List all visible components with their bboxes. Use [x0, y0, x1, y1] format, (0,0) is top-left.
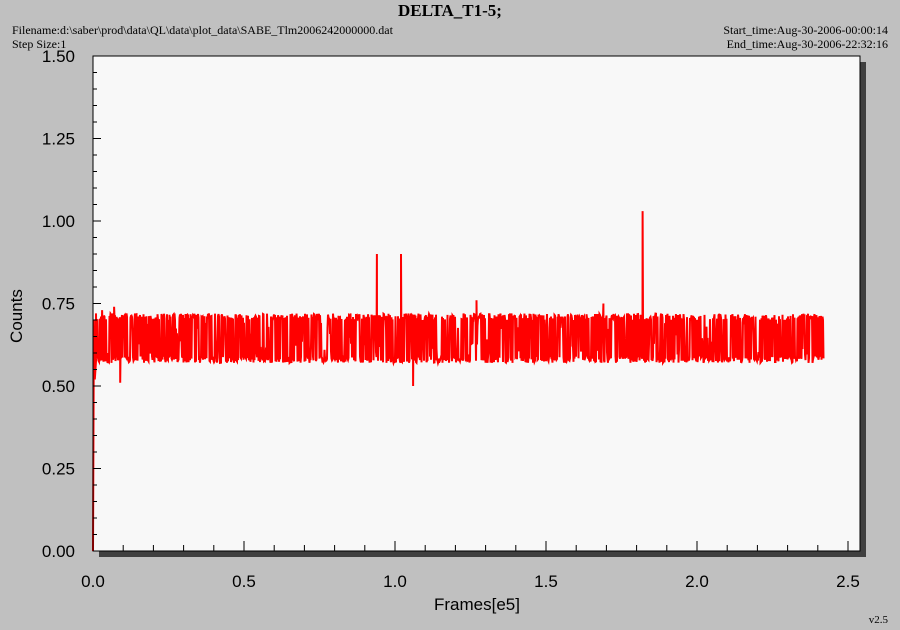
x-tick-label: 2.0	[685, 572, 709, 591]
y-tick-label: 1.50	[42, 47, 75, 66]
step-size-label: Step Size:1	[12, 37, 67, 51]
y-tick-label: 1.00	[42, 212, 75, 231]
y-tick-label: 0.50	[42, 377, 75, 396]
filename-label: Filename:d:\saber\prod\data\QL\data\plot…	[12, 23, 393, 37]
x-tick-label: 0.5	[232, 572, 256, 591]
x-tick-label: 0.0	[81, 572, 105, 591]
series-layer	[92, 211, 825, 552]
y-tick-label: 0.75	[42, 295, 75, 314]
y-tick-label: 0.25	[42, 460, 75, 479]
end-time-label: End_time:Aug-30-2006-22:32:16	[726, 37, 888, 51]
version-label: v2.5	[868, 614, 888, 626]
series-line	[92, 211, 825, 552]
start-time-label: Start_time:Aug-30-2006-00:00:14	[723, 23, 888, 37]
x-tick-label: 1.5	[534, 572, 558, 591]
chart-title: DELTA_T1-5;	[398, 1, 502, 20]
y-tick-label: 1.25	[42, 130, 75, 149]
y-tick-label: 0.00	[42, 542, 75, 561]
y-axis-label: Counts	[7, 289, 26, 343]
x-axis-label: Frames[e5]	[434, 595, 520, 614]
x-tick-label: 2.5	[836, 572, 860, 591]
axes-layer: 0.00 0.25 0.50 0.75 1.00 1.25 1.50 0.0 0.5 1.0 1.5…	[42, 47, 860, 591]
x-tick-label: 1.0	[383, 572, 407, 591]
